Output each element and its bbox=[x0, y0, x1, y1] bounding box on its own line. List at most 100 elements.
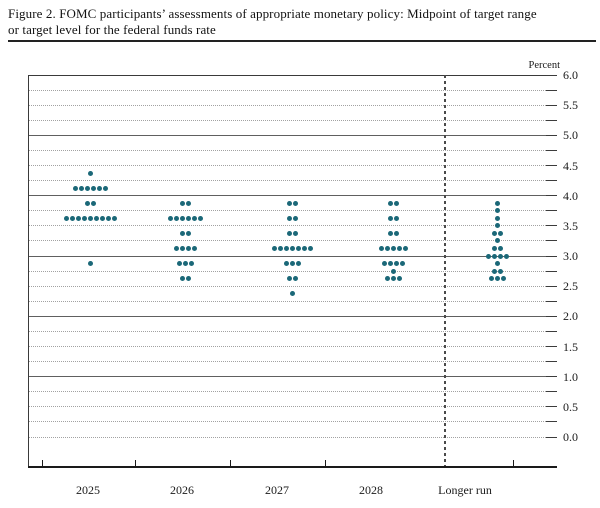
projection-dot bbox=[182, 261, 188, 267]
projection-dot bbox=[90, 200, 96, 206]
projection-dot bbox=[289, 245, 295, 251]
projection-dot bbox=[283, 261, 289, 267]
y-axis-tick bbox=[546, 180, 557, 182]
projection-dot bbox=[396, 245, 402, 251]
projection-dot bbox=[494, 276, 500, 282]
y-axis-tick bbox=[546, 165, 557, 166]
gridline-dotted bbox=[28, 330, 552, 332]
title-divider-rule bbox=[8, 40, 596, 42]
projection-dot bbox=[396, 276, 402, 282]
projection-dot bbox=[399, 261, 405, 267]
gridline-dotted bbox=[28, 180, 552, 182]
y-axis-tick bbox=[546, 330, 557, 332]
y-axis-tick bbox=[546, 104, 557, 106]
y-axis-tick bbox=[546, 346, 557, 347]
projection-dot bbox=[191, 215, 197, 221]
projection-dot bbox=[283, 245, 289, 251]
gridline-dotted bbox=[28, 421, 552, 423]
projection-dot bbox=[185, 230, 191, 236]
y-axis-tick bbox=[546, 74, 557, 76]
y-axis-tick bbox=[546, 134, 557, 136]
projection-dot bbox=[494, 238, 500, 244]
projection-dot bbox=[497, 268, 503, 274]
x-axis-tick bbox=[135, 460, 136, 466]
projection-dot bbox=[387, 200, 393, 206]
gridline-solid bbox=[28, 376, 552, 378]
y-axis-tick-label: 4.0 bbox=[563, 188, 578, 203]
gridline-dotted bbox=[28, 149, 552, 151]
projection-dot bbox=[197, 215, 203, 221]
projection-dot bbox=[286, 230, 292, 236]
y-axis-tick bbox=[546, 195, 557, 197]
gridline-solid bbox=[28, 315, 552, 317]
gridline-dotted bbox=[28, 391, 552, 393]
gridline-dotted bbox=[28, 104, 552, 106]
y-axis-tick-label: 0.0 bbox=[563, 430, 578, 444]
projection-dot bbox=[289, 291, 295, 297]
y-axis-tick bbox=[546, 391, 557, 393]
gridline-solid bbox=[28, 134, 552, 136]
projection-dot bbox=[491, 230, 497, 236]
projection-dot bbox=[179, 215, 185, 221]
y-axis-tick bbox=[546, 270, 557, 272]
projection-dot bbox=[185, 215, 191, 221]
projection-dot bbox=[393, 200, 399, 206]
x-axis-tick-label: 2027 bbox=[265, 483, 289, 497]
projection-dot bbox=[384, 245, 390, 251]
y-axis-tick-label: 4.5 bbox=[563, 158, 578, 173]
projection-dot bbox=[500, 276, 506, 282]
y-axis-tick-label: 6.0 bbox=[563, 68, 578, 82]
projection-dot bbox=[387, 230, 393, 236]
projection-dot bbox=[78, 185, 84, 191]
projection-dot bbox=[292, 200, 298, 206]
projection-dot bbox=[292, 230, 298, 236]
projection-dot bbox=[491, 253, 497, 259]
gridline-dotted bbox=[28, 436, 552, 438]
projection-dot bbox=[393, 230, 399, 236]
projection-dot bbox=[179, 245, 185, 251]
gridline-dotted bbox=[28, 300, 552, 302]
chart-bottom-axis bbox=[28, 466, 557, 468]
projection-dot bbox=[390, 268, 396, 274]
projection-dot bbox=[179, 230, 185, 236]
projection-dot bbox=[271, 245, 277, 251]
x-axis-tick bbox=[513, 460, 514, 466]
projection-dot bbox=[185, 245, 191, 251]
gridline-dotted bbox=[28, 285, 552, 287]
projection-dot bbox=[63, 215, 69, 221]
projection-dot bbox=[494, 200, 500, 206]
y-axis-tick bbox=[546, 436, 557, 438]
y-axis-unit-label: Percent bbox=[528, 60, 561, 71]
y-axis-tick-label: 3.0 bbox=[563, 249, 578, 263]
projection-dot bbox=[176, 261, 182, 267]
projection-dot bbox=[93, 215, 99, 221]
projection-dot bbox=[381, 261, 387, 267]
projection-dot bbox=[393, 215, 399, 221]
gridline-dotted bbox=[28, 119, 552, 121]
longer-run-separator bbox=[444, 75, 446, 468]
projection-dot bbox=[96, 185, 102, 191]
y-axis-tick bbox=[546, 285, 557, 287]
projection-dot bbox=[488, 276, 494, 282]
projection-dot bbox=[387, 215, 393, 221]
projection-dot bbox=[173, 215, 179, 221]
x-axis-tick-label: 2028 bbox=[359, 483, 383, 497]
projection-dot bbox=[99, 215, 105, 221]
projection-dot bbox=[185, 276, 191, 282]
gridline-dotted bbox=[28, 406, 552, 408]
y-axis-tick-label: 2.0 bbox=[563, 309, 578, 324]
projection-dot bbox=[111, 215, 117, 221]
projection-dot bbox=[185, 200, 191, 206]
projection-dot bbox=[402, 245, 408, 251]
projection-dot bbox=[494, 223, 500, 229]
projection-dot bbox=[87, 261, 93, 267]
projection-dot bbox=[277, 245, 283, 251]
gridline-solid bbox=[28, 74, 552, 76]
projection-dot bbox=[390, 276, 396, 282]
x-axis-tick-label: 2026 bbox=[170, 483, 194, 497]
projection-dot bbox=[286, 215, 292, 221]
projection-dot bbox=[289, 261, 295, 267]
y-axis-tick bbox=[546, 315, 557, 317]
y-axis-tick bbox=[546, 406, 557, 408]
